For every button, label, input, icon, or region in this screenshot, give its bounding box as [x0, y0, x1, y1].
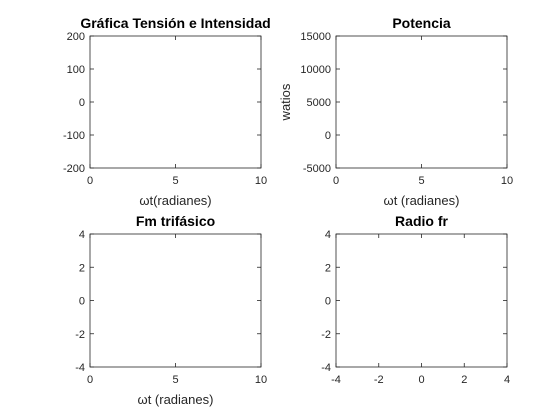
- y-tick-label: 2: [79, 262, 85, 274]
- y-tick-label: 0: [325, 130, 331, 142]
- subplot-3: 0 5 10 -4 -2 0 2 4 Fm trifásico ωt (radianes): [75, 213, 267, 407]
- chart-title: Gráfica Tensión e Intensidad: [80, 15, 270, 31]
- x-axis-label: ωt (radianes): [138, 392, 214, 407]
- x-tick-label: 0: [87, 175, 93, 187]
- x-tick-label: 4: [504, 374, 510, 386]
- x-tick-label: 5: [172, 374, 178, 386]
- y-tick-label: -2: [75, 329, 85, 341]
- y-tick-label: -2: [321, 329, 331, 341]
- y-tick-label: 0: [79, 97, 85, 109]
- x-axis-label: ωt (radianes): [384, 193, 460, 208]
- y-tick-label: -4: [75, 362, 85, 374]
- x-tick-label: 10: [501, 175, 513, 187]
- y-tick-label: 0: [325, 296, 331, 308]
- y-tick-label: 4: [79, 229, 85, 241]
- x-tick-label: -2: [374, 374, 384, 386]
- y-tick-label: -4: [321, 362, 331, 374]
- x-tick-label: 5: [172, 175, 178, 187]
- x-tick-label: 5: [418, 175, 424, 187]
- y-tick-label: 5000: [307, 97, 331, 109]
- axes-box: [335, 35, 508, 169]
- x-tick-label: 10: [255, 175, 267, 187]
- chart-title: Radio fr: [395, 213, 448, 229]
- y-tick-label: 0: [79, 296, 85, 308]
- y-tick-label: 15000: [300, 31, 331, 43]
- subplot-4: -4 -2 0 2 4 -4 -2 0 2 4 Radio fr: [321, 213, 510, 386]
- y-tick-label: 200: [67, 31, 85, 43]
- y-tick-label: 4: [325, 229, 331, 241]
- x-tick-label: 0: [418, 374, 424, 386]
- y-tick-label: -5000: [303, 163, 331, 175]
- axes-box: [89, 233, 262, 368]
- axes-box: [335, 233, 508, 368]
- y-tick-label: 2: [325, 262, 331, 274]
- y-axis-label: watios: [278, 83, 293, 121]
- x-tick-label: 2: [461, 374, 467, 386]
- axes-box: [89, 35, 262, 169]
- x-tick-label: 10: [255, 374, 267, 386]
- x-tick-label: 0: [333, 175, 339, 187]
- x-tick-label: -4: [331, 374, 341, 386]
- y-tick-label: 100: [67, 64, 85, 76]
- x-tick-label: 0: [87, 374, 93, 386]
- x-axis-label: ωt(radianes): [139, 193, 211, 208]
- chart-title: Fm trifásico: [136, 213, 215, 229]
- y-tick-label: 10000: [300, 64, 331, 76]
- y-tick-label: -100: [63, 130, 85, 142]
- chart-title: Potencia: [392, 15, 451, 31]
- y-tick-label: -200: [63, 163, 85, 175]
